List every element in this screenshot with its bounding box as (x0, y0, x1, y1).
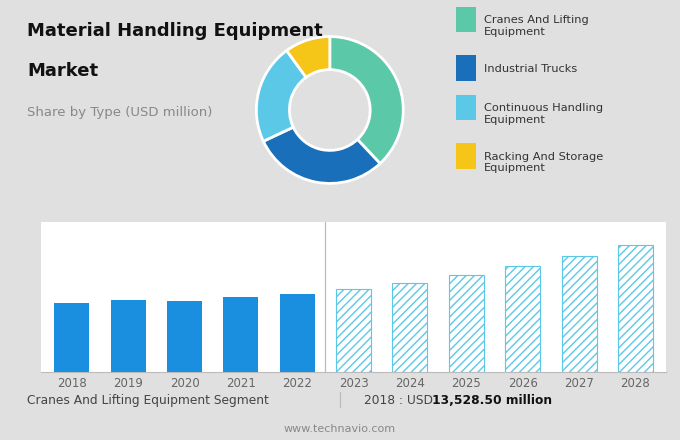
Text: Cranes And Lifting Equipment Segment: Cranes And Lifting Equipment Segment (27, 394, 269, 407)
Bar (54, 303, 89, 372)
Text: |: | (337, 392, 343, 408)
Text: Cranes And Lifting
Equipment: Cranes And Lifting Equipment (484, 15, 589, 37)
Bar (279, 294, 315, 372)
Wedge shape (263, 127, 380, 183)
Wedge shape (330, 37, 403, 164)
Wedge shape (256, 51, 306, 141)
Bar (449, 275, 483, 372)
Text: 13,528.50 million: 13,528.50 million (432, 394, 552, 407)
Bar (336, 290, 371, 372)
Bar (224, 297, 258, 372)
Text: Continuous Handling
Equipment: Continuous Handling Equipment (484, 103, 603, 125)
Bar (505, 266, 540, 372)
Text: 2018 : USD: 2018 : USD (364, 394, 437, 407)
Text: Material Handling Equipment: Material Handling Equipment (27, 22, 323, 40)
Text: Industrial Trucks: Industrial Trucks (484, 64, 577, 74)
Text: www.technavio.com: www.technavio.com (284, 424, 396, 434)
Text: Racking And Storage
Equipment: Racking And Storage Equipment (484, 152, 603, 173)
Bar (111, 300, 146, 372)
Bar (167, 301, 202, 372)
Bar (618, 245, 653, 372)
Bar (392, 282, 428, 372)
Text: Market: Market (27, 62, 99, 80)
Text: Share by Type (USD million): Share by Type (USD million) (27, 106, 213, 119)
Bar (562, 256, 596, 372)
Wedge shape (287, 37, 330, 77)
